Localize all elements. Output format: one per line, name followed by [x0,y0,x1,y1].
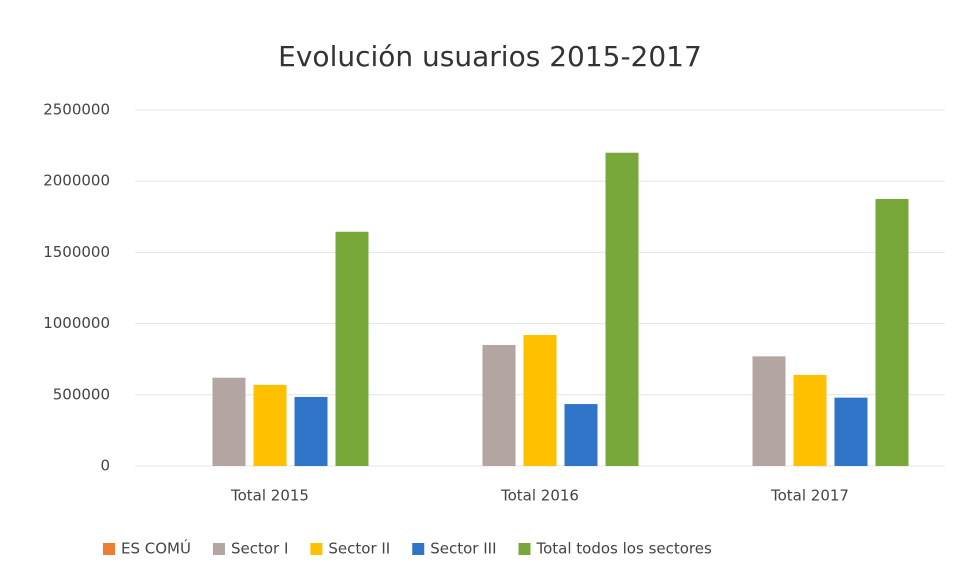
y-tick-label: 0 [100,457,110,475]
bar [793,374,827,466]
bar [605,152,639,466]
bar [752,356,786,466]
y-tick-label: 2500000 [43,101,110,119]
legend-swatch [412,543,425,555]
legend-swatch [310,543,323,555]
bar [875,199,909,466]
y-tick-label: 1500000 [43,243,110,261]
legend-label: ES COMÚ [121,539,191,558]
legend-swatch [212,543,225,555]
legend-label: Total todos los sectores [536,540,712,558]
bar [523,334,557,466]
legend-label: Sector I [231,540,288,558]
y-tick-label: 2000000 [43,172,110,190]
bar [212,377,246,466]
bar [253,384,287,466]
bar [564,404,598,466]
y-tick-label: 500000 [53,385,110,403]
x-tick-label: Total 2016 [500,487,579,505]
bar [294,396,328,466]
legend-swatch [103,543,115,555]
y-tick-label: 1000000 [43,314,110,332]
bar [335,231,369,466]
chart-title: Evolución usuarios 2015-2017 [278,40,702,73]
x-tick-label: Total 2017 [770,487,849,505]
legend-swatch [518,543,531,555]
bar [834,397,868,466]
legend-label: Sector III [430,540,496,558]
legend-label: Sector II [328,540,390,558]
bar [482,344,516,466]
x-tick-label: Total 2015 [230,487,309,505]
